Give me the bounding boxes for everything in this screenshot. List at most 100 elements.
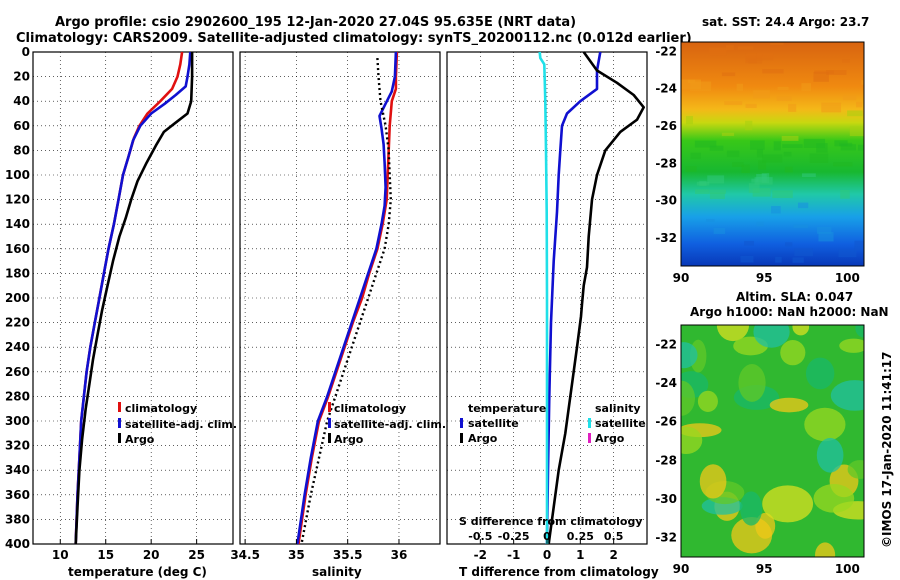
sla-blob [855,325,864,338]
sla-blob [697,390,718,412]
map-y-tick-label: -24 [655,82,677,96]
sla-blob [813,484,855,513]
sst-texture [685,166,697,172]
sst-texture [842,95,857,101]
s-difference-title: S difference from climatology [459,515,643,528]
sst-texture [840,189,850,199]
sst-texture [753,90,770,99]
sst-texture [857,144,864,151]
sst-texture [788,103,797,112]
legend-satellite-adj: satellite-adj. clim. [334,418,446,431]
x-tick-label: -1 [507,548,520,562]
legend-swatch-satellite [328,418,331,428]
title-line-2: Climatology: CARS2009. Satellite-adjuste… [16,31,692,46]
legend-swatch-t-argo [460,433,463,443]
sst-texture [839,142,853,147]
y-tick-label: 240 [5,340,30,354]
sst-texture [773,141,781,151]
sst-texture [707,175,725,184]
x-tick-label: -2 [474,548,487,562]
sst-texture [775,256,782,263]
sst-texture [856,101,863,108]
sst-texture [699,180,707,186]
sla-blob [681,426,703,454]
y-tick-label: 400 [5,537,30,551]
map-y-tick-label: -22 [655,337,677,351]
title-line-1: Argo profile: csio 2902600_195 12-Jan-20… [55,15,576,30]
map-y-tick-label: -28 [655,156,677,170]
x-tick-label: 35 [288,548,305,562]
sla-blob [762,485,814,523]
sla-blob [769,397,809,413]
x-tick-label: 2 [609,548,617,562]
sla-blob [839,338,864,353]
x-tick-label: 15 [97,548,114,562]
difference-x-ticks: -2 -1 0 1 2 [474,539,618,562]
sla-blob [780,340,806,366]
sla-map-frame [680,324,865,558]
sst-texture [740,255,754,263]
sla-heatmap [681,325,864,557]
sla-blob [830,380,864,411]
sla-blob [699,464,727,499]
sst-map-panel: 90 95 100 -22 -24 -26 -28 -30 -32 [655,41,865,285]
sst-texture [821,102,842,113]
s-tick-label: 0.25 [567,530,594,543]
sst-texture [709,192,725,199]
y-tick-label: 180 [5,266,30,280]
series-line-t-argo [547,51,646,545]
sla-blob [681,342,698,369]
sst-texture [782,144,803,148]
map-y-tick-label: -26 [655,119,677,133]
sst-texture [750,140,765,150]
sst-texture [690,152,701,160]
sst-texture [849,126,864,137]
sst-texture [709,189,727,194]
y-tick-label: 360 [5,488,30,502]
sst-texture [741,164,750,173]
y-tick-label: 60 [13,119,30,133]
y-tick-label: 200 [5,291,30,305]
map-y-tick-label: -28 [655,453,677,467]
map-x-tick-label: 90 [673,562,690,576]
sla-map-title: Altim. SLA: 0.047 [736,290,853,304]
sst-texture [709,145,724,151]
y-tick-label: 120 [5,193,30,207]
sst-texture [842,59,850,63]
y-tick-label: 20 [13,70,30,84]
x-tick-label: 35.5 [333,548,363,562]
y-tick-label: 380 [5,512,30,526]
sst-texture [838,249,857,258]
series-line-satellite-adj-clim- [74,51,192,545]
sst-texture [803,138,826,148]
sst-texture [847,110,863,117]
y-tick-label: 300 [5,414,30,428]
sst-texture [758,160,767,170]
sst-texture [776,96,792,101]
sst-texture [756,221,764,227]
sst-texture [794,248,813,257]
sst-texture [826,70,847,75]
sst-texture [792,257,804,263]
map-y-tick-label: -24 [655,376,677,390]
legend-swatch-climatology [118,402,121,412]
legend-argo: Argo [334,433,364,446]
sst-texture [777,86,789,90]
map-y-tick-label: -26 [655,415,677,429]
y-tick-label: 220 [5,316,30,330]
map-y-tick-label: -32 [655,531,677,545]
temperature-y-ticks: 0 20 40 60 80 100 120 140 160 180 200 220 240 260 280 3… [5,45,30,551]
legend-swatch-argo [328,433,331,443]
legend-temperature-title: temperature [468,402,546,415]
x-tick-label: 25 [188,548,205,562]
y-tick-label: 40 [13,94,30,108]
sla-y-ticks: -22 -24 -26 -28 -30 -32 [655,337,677,544]
series-line-t-satellite [545,51,602,545]
sst-texture [793,224,809,228]
sst-texture [726,150,740,158]
difference-series [538,51,646,545]
legend-climatology: climatology [125,402,197,415]
sst-texture [724,101,743,106]
temperature-panel: 10 15 20 25 0 20 40 60 80 100 120 140 160 180 200 220 2… [5,45,237,579]
sst-texture [732,162,744,167]
